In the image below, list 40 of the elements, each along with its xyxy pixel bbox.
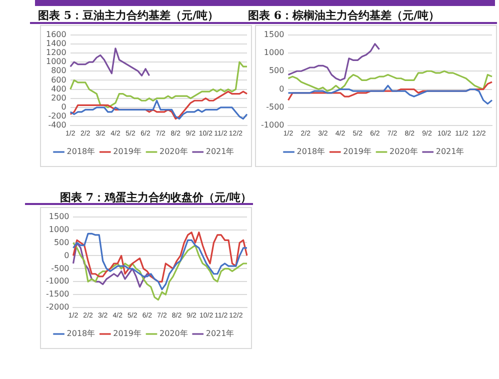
y-tick-label: 1600 — [46, 30, 66, 39]
y-tick-label: 1000 — [46, 57, 66, 66]
y-tick-label: 1500 — [48, 212, 70, 221]
y-tick-label: 1200 — [46, 48, 66, 58]
legend-label: 2020年 — [390, 147, 418, 156]
y-tick-label: -1500 — [46, 290, 70, 299]
y-tick-label: 500 — [54, 238, 70, 247]
y-tick-label: -400 — [48, 120, 66, 130]
legend-label: 2019年 — [113, 329, 142, 338]
chart-title: 图表 6：棕榈油主力合约基差（元/吨） — [248, 8, 440, 23]
y-tick-label: -1000 — [46, 276, 70, 286]
legend-label: 2020年 — [160, 147, 188, 156]
legend-label: 2018年 — [66, 329, 96, 338]
y-tick-label: -200 — [48, 112, 66, 121]
y-tick-label: 0 — [61, 102, 66, 112]
legend-label: 2018年 — [66, 147, 96, 156]
y-tick-label: 500 — [268, 66, 284, 76]
legend-label: 2019年 — [113, 147, 142, 156]
y-tick-label: 600 — [51, 75, 66, 84]
y-tick-label: 0 — [64, 250, 70, 260]
y-tick-label: 1400 — [46, 38, 66, 48]
y-tick-label: 1000 — [48, 224, 70, 234]
y-tick-label: 400 — [51, 84, 66, 94]
chart-title: 图表 7：鸡蛋主力合约收盘价（元/吨） — [60, 190, 252, 205]
y-tick-label: -500 — [266, 102, 284, 112]
y-tick-label: 200 — [51, 93, 66, 102]
y-tick-label: -500 — [51, 264, 70, 273]
legend-label: 2018年 — [296, 147, 326, 156]
legend-label: 2021年 — [436, 147, 464, 156]
y-tick-label: 800 — [51, 66, 66, 76]
legend-label: 2021年 — [206, 147, 234, 156]
y-tick-label: 1500 — [264, 30, 284, 39]
legend-label: 2021年 — [206, 329, 234, 338]
chart-title: 图表 5：豆油主力合约基差（元/吨） — [38, 8, 219, 23]
legend-label: 2020年 — [160, 329, 188, 338]
y-tick-label: 1000 — [264, 48, 284, 58]
legend-label: 2019年 — [343, 147, 372, 156]
y-tick-label: -2000 — [46, 302, 70, 312]
y-tick-label: 0 — [279, 84, 284, 94]
y-tick-label: -1000 — [260, 120, 284, 130]
